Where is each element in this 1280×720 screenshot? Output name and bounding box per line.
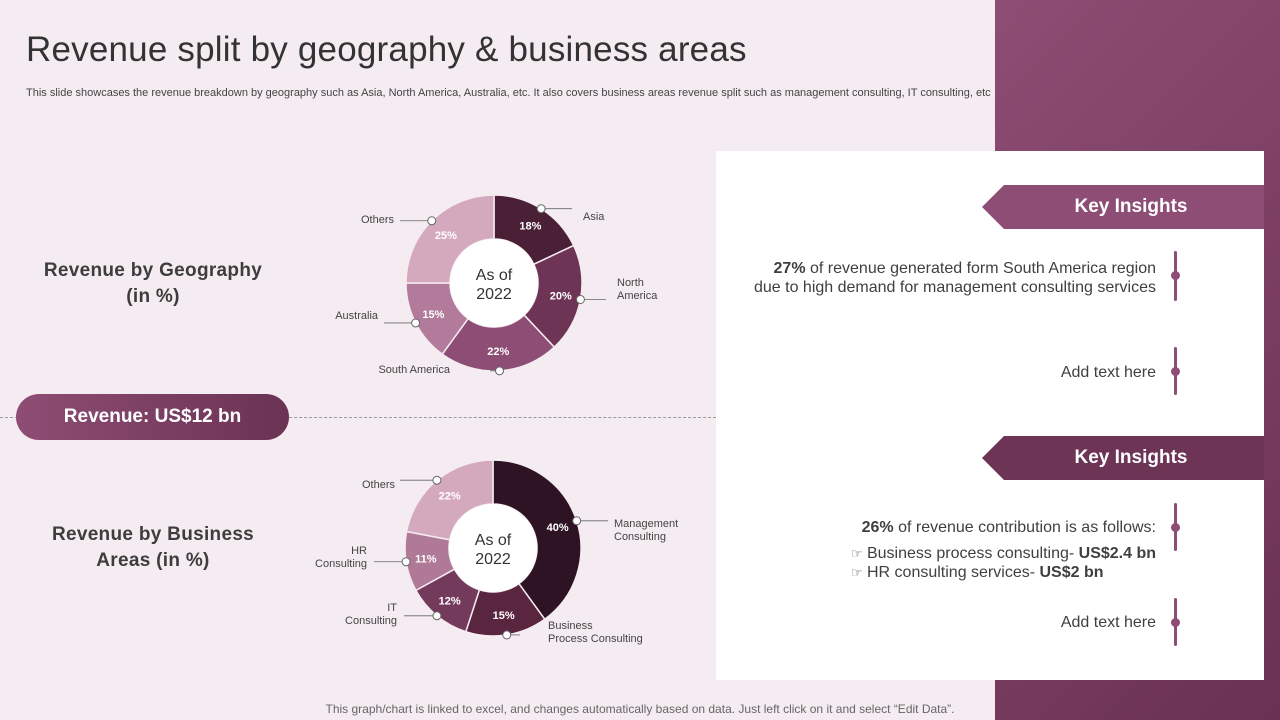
pointing-hand-icon: ☞ [850, 546, 863, 561]
insight-3-bullet1-value: US$2.4 bn [1078, 545, 1156, 562]
page-subtitle: This slide showcases the revenue breakdo… [26, 87, 991, 99]
insight-3-bullet2: HR consulting services- [866, 564, 1040, 581]
insight-3-bullet1: Business process consulting- [866, 545, 1079, 562]
insight-item-1: 27% of revenue generated form South Amer… [754, 259, 1156, 297]
slice-label-south-america: 22% [487, 346, 509, 358]
key-insights-tab-2: Key Insights [982, 436, 1264, 480]
insight-1-line1: of revenue generated form South America … [805, 260, 1156, 277]
slice-label-it-consulting: 12% [439, 595, 461, 607]
insight-item-3: 26% of revenue contribution is as follow… [851, 518, 1156, 582]
revenue-total-pill: Revenue: US$12 bn [16, 394, 289, 440]
category-label-it-consulting: Consulting [345, 615, 397, 627]
insight-2-marker [1171, 347, 1180, 395]
biz-section-label: Revenue by Business Areas (in %) [51, 524, 255, 571]
geo-section-label: Revenue by Geography (in %) [43, 260, 263, 307]
slice-label-management-consulting: 40% [547, 522, 569, 534]
key-insights-tab-1: Key Insights [982, 185, 1264, 229]
category-label-north-america: North [617, 277, 644, 289]
footnote: This graph/chart is linked to excel, and… [0, 702, 1280, 716]
divider-dashed-line [0, 417, 716, 418]
insight-1-line2: due to high demand for management consul… [753, 279, 1156, 296]
category-label-hr-consulting: HR [351, 545, 367, 557]
donut-hole [449, 504, 537, 592]
callout-dot-business-process-consulting [502, 630, 512, 640]
insight-3-line1: of revenue contribution is as follows: [893, 519, 1156, 536]
insight-3-percent: 26% [861, 519, 894, 536]
page-title: Revenue split by geography & business ar… [26, 30, 747, 69]
callout-dot-asia [536, 204, 546, 214]
insight-4-marker [1171, 598, 1180, 646]
slice-label-business-process-consulting: 15% [493, 610, 515, 622]
callout-dot-australia [411, 318, 421, 328]
insight-3-bullet2-value: US$2 bn [1039, 564, 1104, 581]
category-label-australia: Australia [335, 310, 379, 322]
insight-item-4: Add text here [1060, 614, 1156, 631]
category-label-hr-consulting: Consulting [315, 558, 367, 570]
callout-dot-others [432, 475, 442, 485]
slice-label-hr-consulting: 11% [415, 554, 437, 566]
callout-dot-others [427, 216, 437, 226]
donut-hole [450, 239, 538, 327]
category-label-others: Others [362, 479, 396, 491]
insight-item-2: Add text here [1060, 364, 1156, 381]
category-label-business-process-consulting: Business [548, 620, 593, 632]
callout-dot-it-consulting [432, 611, 442, 621]
callout-dot-management-consulting [572, 516, 582, 526]
category-label-management-consulting: Management [614, 518, 678, 530]
insight-1-marker [1171, 251, 1180, 301]
slice-label-australia: 15% [422, 309, 444, 321]
category-label-it-consulting: IT [387, 602, 397, 614]
pointing-hand-icon: ☞ [850, 565, 863, 580]
business-areas-donut-chart: 40% ManagementConsulting15%BusinessProces… [315, 459, 678, 645]
slice-label-others: 22% [439, 491, 461, 503]
center-label: As of [475, 532, 512, 549]
callout-dot-north-america [575, 294, 585, 304]
insights-panel: Key Insights 27% of revenue generated fo… [716, 151, 1264, 680]
slice-label-north-america: 20% [550, 291, 572, 303]
category-label-north-america: America [617, 290, 658, 302]
category-label-management-consulting: Consulting [614, 531, 666, 543]
category-label-south-america: South America [378, 364, 450, 376]
callout-dot-hr-consulting [401, 557, 411, 567]
category-label-business-process-consulting: Process Consulting [548, 633, 643, 645]
center-label: As of [476, 267, 513, 284]
slice-label-asia: 18% [519, 221, 541, 233]
insight-3-marker [1171, 503, 1180, 551]
footnote-text: This graph/chart is linked to excel, and… [325, 702, 955, 716]
insight-1-percent: 27% [773, 260, 806, 277]
callout-dot-south-america [495, 366, 505, 376]
category-label-asia: Asia [583, 211, 605, 223]
category-label-others: Others [361, 214, 395, 226]
center-label: 2022 [476, 286, 512, 303]
center-label: 2022 [475, 551, 511, 568]
slice-label-others: 25% [435, 230, 457, 242]
